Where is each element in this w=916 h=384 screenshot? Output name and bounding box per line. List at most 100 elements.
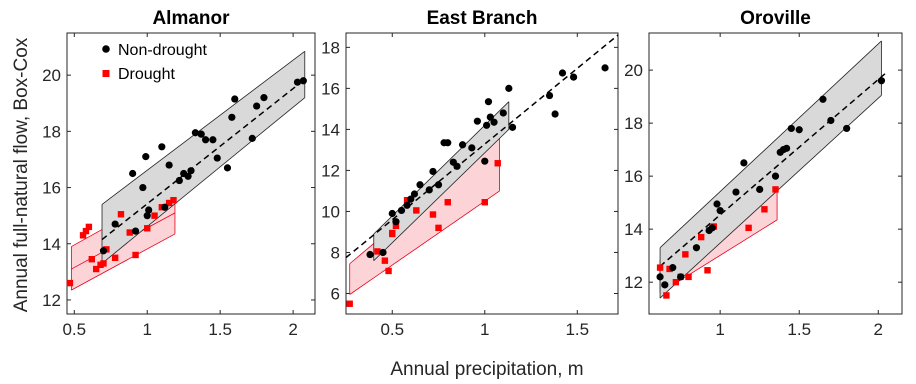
drought-point <box>435 224 442 232</box>
nondrought-point <box>410 190 419 198</box>
drought-point <box>374 248 381 255</box>
nondrought-point <box>473 117 481 125</box>
nondrought-point <box>407 195 415 203</box>
drought-point <box>385 267 392 275</box>
nondrought-point <box>601 64 609 72</box>
plot-frame <box>66 32 316 315</box>
nondrought-point <box>795 126 803 134</box>
y-tick-label: 20 <box>624 61 643 80</box>
drought-point <box>66 279 74 287</box>
nondrought-point <box>366 250 374 259</box>
drought-confidence-band <box>349 137 500 295</box>
drought-point <box>117 211 125 218</box>
drought-point <box>381 257 389 264</box>
nondrought-point <box>260 94 268 102</box>
overall-fit-dashed-line <box>101 78 306 241</box>
nondrought-point <box>397 206 406 215</box>
overall-fit-dashed-line <box>659 72 887 267</box>
y-tick-label: 20 <box>42 66 61 85</box>
nondrought-point <box>139 183 147 192</box>
nondrought-point <box>228 113 236 121</box>
x-axis-title: Annual precipitation, m <box>390 359 583 380</box>
y-tick-label: 8 <box>331 243 340 262</box>
drought-point <box>79 232 87 239</box>
legend-drought-label: Drought <box>118 66 175 83</box>
drought-point <box>170 196 177 204</box>
drought-point <box>772 186 779 193</box>
nondrought-point <box>213 154 221 162</box>
legend: Non-drought Drought <box>102 42 208 83</box>
nondrought-point <box>223 164 232 172</box>
y-tick-label: 16 <box>624 167 643 186</box>
drought-point <box>132 251 139 259</box>
nondrought-point <box>551 110 559 118</box>
y-tick-label: 12 <box>42 291 61 310</box>
nondrought-point <box>713 200 721 208</box>
legend-drought-marker <box>102 70 110 77</box>
nondrought-point <box>708 224 716 232</box>
nondrought-point <box>843 124 851 133</box>
drought-point <box>682 251 689 258</box>
drought-point <box>761 206 768 213</box>
drought-point <box>111 254 119 261</box>
drought-point <box>697 233 705 241</box>
nondrought-point <box>201 136 210 144</box>
nondrought-point <box>827 116 835 125</box>
drought-point <box>672 278 680 286</box>
y-tick-label: 18 <box>624 114 643 133</box>
drought-point <box>413 207 420 214</box>
y-tick-label: 12 <box>321 161 340 180</box>
nondrought-point <box>490 118 498 126</box>
y-tick-label: 16 <box>42 179 61 198</box>
nondrought-confidence-band <box>660 40 882 299</box>
panel-east-branch: East Branch 0.5 1 1.5 6 8 10 12 14 16 18 <box>321 8 619 339</box>
nondrought-point <box>161 203 169 211</box>
nondrought-point <box>677 273 685 281</box>
x-tick-label: 1 <box>715 320 724 339</box>
drought-point <box>481 199 488 206</box>
drought-point <box>165 199 173 207</box>
y-tick-label: 14 <box>624 220 643 239</box>
nondrought-point <box>499 109 507 117</box>
y-tick-label: 14 <box>321 120 340 139</box>
overall-fit-dashed-line <box>345 34 619 259</box>
drought-point <box>82 227 90 235</box>
y-tick-label: 18 <box>321 38 340 57</box>
drought-point <box>745 224 752 232</box>
y-tick-label: 6 <box>331 284 340 303</box>
y-tick-label: 18 <box>42 122 61 141</box>
panel-title: Oroville <box>740 8 811 29</box>
nondrought-point <box>740 159 748 167</box>
nondrought-point <box>197 130 205 138</box>
drought-band-lower <box>349 190 500 295</box>
y-tick-label: 16 <box>321 79 340 98</box>
drought-point <box>92 265 100 273</box>
nondrought-point <box>732 188 740 196</box>
nondrought-point <box>545 91 554 100</box>
nondrought-point <box>661 281 669 289</box>
x-tick-label: 1.5 <box>208 320 232 339</box>
nondrought-point <box>669 264 677 272</box>
nondrought-point <box>111 220 119 228</box>
nondrought-band-upper <box>101 50 306 205</box>
y-axis-title: Annual full-natural flow, Box-Cox <box>11 37 32 312</box>
nondrought-point <box>175 176 183 185</box>
nondrought-point <box>248 134 256 142</box>
y-tick-label: 12 <box>624 273 643 292</box>
drought-point <box>151 212 158 219</box>
nondrought-point <box>481 157 489 165</box>
nondrought-point <box>131 227 140 235</box>
panel-title: East Branch <box>427 8 538 29</box>
drought-point <box>346 300 353 307</box>
nondrought-point <box>392 218 400 226</box>
legend-nondrought-label: Non-drought <box>118 42 208 59</box>
panel-title: Almanor <box>152 8 230 29</box>
y-tick-label: 10 <box>321 202 340 221</box>
nondrought-point <box>756 185 764 194</box>
nondrought-point <box>425 186 433 194</box>
nondrought-point <box>453 162 461 170</box>
nondrought-band-lower <box>101 97 306 264</box>
nondrought-point <box>782 144 791 152</box>
nondrought-point <box>569 73 578 81</box>
